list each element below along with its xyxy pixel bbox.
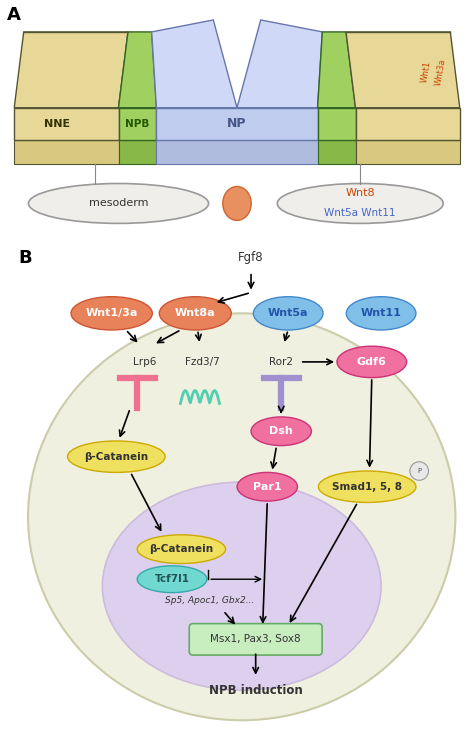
- Ellipse shape: [253, 297, 323, 330]
- Text: Wnt8a: Wnt8a: [175, 308, 216, 319]
- Polygon shape: [118, 140, 156, 164]
- Text: B: B: [19, 248, 32, 266]
- Text: Wnt11: Wnt11: [361, 308, 401, 319]
- Text: Fzd3/7: Fzd3/7: [185, 357, 219, 367]
- FancyBboxPatch shape: [189, 624, 322, 655]
- Ellipse shape: [102, 482, 381, 690]
- Text: P: P: [417, 468, 421, 474]
- Text: Dsh: Dsh: [269, 426, 293, 436]
- Text: Smad1, 5, 8: Smad1, 5, 8: [332, 482, 402, 491]
- Ellipse shape: [137, 565, 207, 592]
- Polygon shape: [156, 140, 318, 164]
- Ellipse shape: [67, 441, 165, 473]
- Ellipse shape: [277, 183, 443, 224]
- Ellipse shape: [251, 417, 311, 446]
- Ellipse shape: [319, 471, 416, 503]
- Text: A: A: [7, 6, 21, 24]
- Text: Ror2: Ror2: [269, 357, 293, 367]
- Ellipse shape: [159, 297, 231, 330]
- Polygon shape: [318, 140, 356, 164]
- Text: Wnt8: Wnt8: [346, 188, 375, 198]
- Text: NPB: NPB: [125, 119, 150, 129]
- Text: β-Catanein: β-Catanein: [149, 544, 213, 554]
- Text: NP: NP: [227, 117, 247, 130]
- Text: Wnt1: Wnt1: [420, 60, 433, 84]
- Text: β-Catanein: β-Catanein: [84, 452, 148, 462]
- Ellipse shape: [237, 473, 298, 501]
- Text: Wnt5a: Wnt5a: [268, 308, 309, 319]
- Ellipse shape: [137, 535, 226, 563]
- Text: NPB induction: NPB induction: [209, 684, 302, 696]
- Text: NNE: NNE: [44, 119, 70, 129]
- Ellipse shape: [71, 297, 152, 330]
- Text: Lrp6: Lrp6: [133, 357, 156, 367]
- Polygon shape: [118, 32, 156, 108]
- Polygon shape: [346, 32, 460, 108]
- Polygon shape: [152, 20, 237, 108]
- Text: mesoderm: mesoderm: [89, 198, 148, 209]
- Text: Wnt1/3a: Wnt1/3a: [85, 308, 138, 319]
- Polygon shape: [356, 140, 460, 164]
- Text: Tcf7l1: Tcf7l1: [155, 574, 190, 584]
- Ellipse shape: [28, 183, 209, 224]
- Polygon shape: [118, 108, 156, 140]
- Text: Wnt3a: Wnt3a: [434, 58, 447, 86]
- Ellipse shape: [223, 186, 251, 221]
- Text: Msx1, Pax3, Sox8: Msx1, Pax3, Sox8: [210, 634, 301, 644]
- Polygon shape: [14, 140, 118, 164]
- Circle shape: [410, 462, 428, 480]
- Polygon shape: [14, 108, 118, 140]
- Ellipse shape: [337, 346, 407, 378]
- Ellipse shape: [346, 297, 416, 330]
- Text: Sp5, Apoc1, Gbx2...: Sp5, Apoc1, Gbx2...: [164, 595, 254, 604]
- Text: Gdf6: Gdf6: [357, 357, 387, 367]
- Text: Wnt5a Wnt11: Wnt5a Wnt11: [325, 209, 396, 218]
- Polygon shape: [356, 108, 460, 140]
- Polygon shape: [318, 108, 356, 140]
- Ellipse shape: [28, 313, 456, 720]
- Polygon shape: [156, 108, 318, 140]
- Polygon shape: [14, 32, 128, 108]
- Polygon shape: [318, 32, 356, 108]
- Polygon shape: [237, 20, 322, 108]
- Text: Fgf8: Fgf8: [238, 251, 264, 264]
- Text: Par1: Par1: [253, 482, 282, 491]
